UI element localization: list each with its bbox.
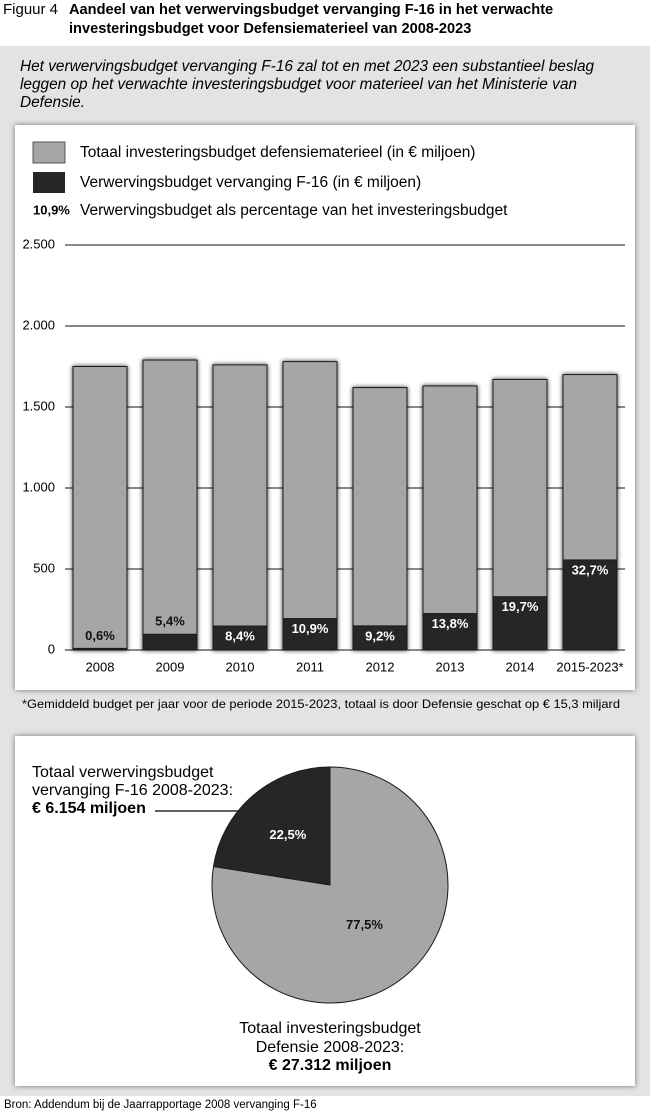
pie-amount: € 27.312 miljoen xyxy=(268,1057,392,1074)
bar xyxy=(352,387,408,651)
legend-swatch xyxy=(33,172,65,193)
bar-chart: Totaal investeringsbudget defensiemateri… xyxy=(22,141,625,674)
y-tick-label: 1.500 xyxy=(22,398,55,413)
x-tick-label: 2013 xyxy=(436,659,465,674)
y-tick-label: 2.500 xyxy=(22,236,55,251)
legend-label: Verwervingsbudget vervanging F-16 (in € … xyxy=(80,174,421,191)
x-tick-label: 2011 xyxy=(296,659,324,674)
x-tick-label: 2015-2023* xyxy=(556,659,623,674)
bar xyxy=(282,361,338,651)
y-tick-label: 500 xyxy=(33,560,55,575)
pie-label-total: Totaal investeringsbudget Defensie 2008-… xyxy=(215,1020,445,1076)
percent-label: 9,2% xyxy=(365,628,395,643)
legend-label: Totaal investeringsbudget defensiemateri… xyxy=(80,144,475,161)
x-tick-label: 2014 xyxy=(506,659,535,674)
y-tick-label: 0 xyxy=(48,641,55,656)
pie-category: Totaal investeringsbudget Defensie 2008-… xyxy=(239,1020,421,1056)
pie-slice xyxy=(211,766,449,1004)
figure-label: Figuur 4 xyxy=(3,1,59,18)
bar xyxy=(492,596,548,651)
pie-amount: € 6.154 miljoen xyxy=(32,800,146,817)
bar xyxy=(72,647,128,651)
pie-label-f16: Totaal verwervingsbudget vervanging F-16… xyxy=(32,764,257,818)
bar xyxy=(352,625,408,651)
footnote: *Gemiddeld budget per jaar voor de perio… xyxy=(22,697,620,711)
pie-chart: 22,5% 77,5% xyxy=(211,766,449,1004)
subtitle: Het verwervingsbudget vervanging F-16 za… xyxy=(20,58,595,111)
bar xyxy=(72,366,128,651)
bar xyxy=(422,385,478,651)
bar xyxy=(142,359,198,651)
bar xyxy=(212,625,268,651)
percent-label: 32,7% xyxy=(572,562,609,577)
bar xyxy=(212,364,268,651)
x-tick-label: 2010 xyxy=(226,659,255,674)
pie-slice xyxy=(212,766,331,886)
percent-label: 8,4% xyxy=(225,628,255,643)
legend-sample: 10,9% xyxy=(33,202,70,217)
x-tick-label: 2008 xyxy=(86,659,115,674)
percent-label: 13,8% xyxy=(432,616,469,631)
percent-label: 0,6% xyxy=(85,628,115,643)
percent-label: 19,7% xyxy=(502,599,539,614)
percent-label: 10,9% xyxy=(292,621,329,636)
bar xyxy=(422,613,478,651)
y-tick-label: 2.000 xyxy=(22,317,55,332)
x-tick-label: 2012 xyxy=(366,659,395,674)
pie-value-label: 22,5% xyxy=(269,827,306,842)
pie-category: Totaal verwervingsbudget vervanging F-16… xyxy=(32,764,234,799)
bar xyxy=(562,559,618,651)
bar xyxy=(282,618,338,651)
source: Bron: Addendum bij de Jaarrapportage 200… xyxy=(4,1099,317,1111)
legend-swatch xyxy=(32,141,66,164)
pie-value-label: 77,5% xyxy=(346,917,383,932)
legend-label: Verwervingsbudget als percentage van het… xyxy=(80,202,508,219)
percent-label: 5,4% xyxy=(155,614,185,629)
x-tick-label: 2009 xyxy=(156,659,185,674)
bar xyxy=(142,633,198,651)
y-tick-label: 1.000 xyxy=(22,479,55,494)
title: Aandeel van het verwervingsbudget vervan… xyxy=(69,2,554,37)
